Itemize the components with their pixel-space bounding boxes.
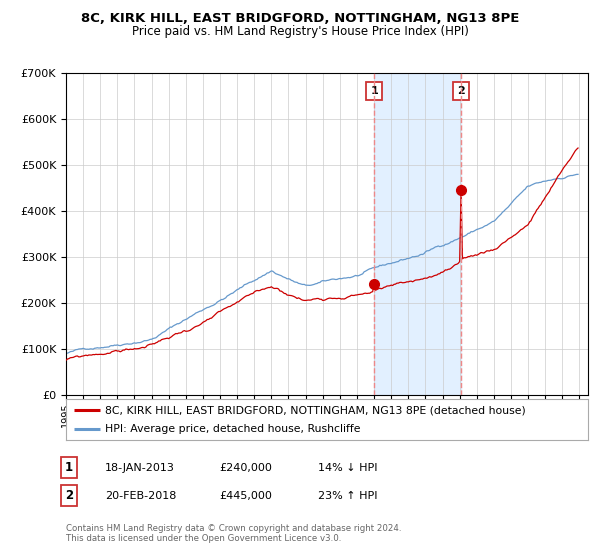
Text: 1: 1 <box>65 461 73 474</box>
Text: 2: 2 <box>65 489 73 502</box>
Text: 20-FEB-2018: 20-FEB-2018 <box>105 491 176 501</box>
Text: 23% ↑ HPI: 23% ↑ HPI <box>318 491 377 501</box>
Text: 8C, KIRK HILL, EAST BRIDGFORD, NOTTINGHAM, NG13 8PE (detached house): 8C, KIRK HILL, EAST BRIDGFORD, NOTTINGHA… <box>105 405 526 415</box>
Text: £445,000: £445,000 <box>219 491 272 501</box>
Text: £240,000: £240,000 <box>219 463 272 473</box>
Text: HPI: Average price, detached house, Rushcliffe: HPI: Average price, detached house, Rush… <box>105 424 361 435</box>
Text: 2: 2 <box>457 86 465 96</box>
Text: Price paid vs. HM Land Registry's House Price Index (HPI): Price paid vs. HM Land Registry's House … <box>131 25 469 38</box>
Text: Contains HM Land Registry data © Crown copyright and database right 2024.
This d: Contains HM Land Registry data © Crown c… <box>66 524 401 543</box>
Bar <box>374 73 461 395</box>
Text: 14% ↓ HPI: 14% ↓ HPI <box>318 463 377 473</box>
Text: 1: 1 <box>370 86 378 96</box>
Text: 8C, KIRK HILL, EAST BRIDGFORD, NOTTINGHAM, NG13 8PE: 8C, KIRK HILL, EAST BRIDGFORD, NOTTINGHA… <box>81 12 519 25</box>
Text: 18-JAN-2013: 18-JAN-2013 <box>105 463 175 473</box>
